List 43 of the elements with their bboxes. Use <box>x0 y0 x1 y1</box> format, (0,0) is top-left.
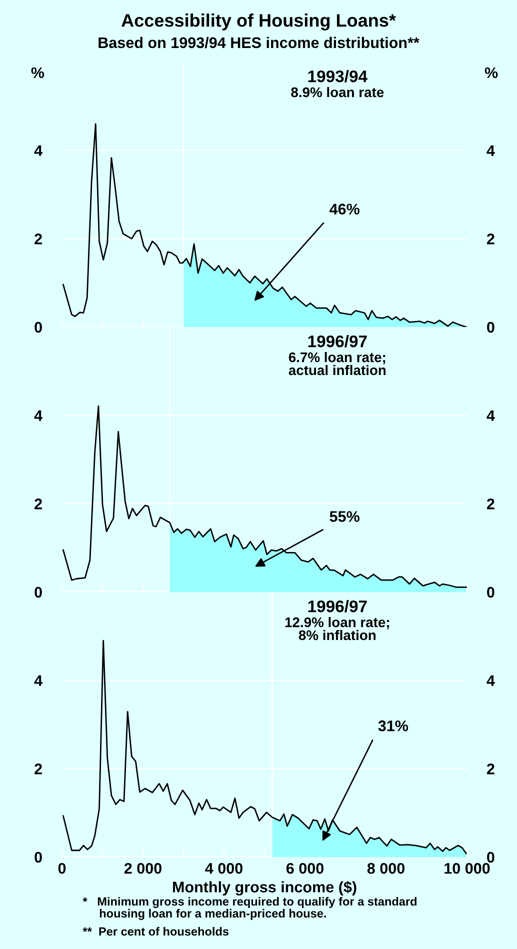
y-tick-label: 2 <box>34 234 42 244</box>
y-tick-label: 0 <box>34 586 42 598</box>
annotation: 46% <box>330 204 360 214</box>
y-axis-title: % <box>31 67 44 78</box>
y2-tick-label: 2 <box>486 764 494 774</box>
y-tick-label: 2 <box>34 498 42 510</box>
text: 8.9% loan rate <box>291 87 384 98</box>
y-tick-label: 0 <box>34 322 42 333</box>
x-tick-label: 4 000 <box>205 862 242 874</box>
line-series <box>62 405 467 588</box>
line-series <box>62 640 467 854</box>
text: Accessibility of Housing Loans* <box>122 14 396 30</box>
x-tick-label: 10 000 <box>444 862 490 874</box>
chart-title: 1993/94 <box>308 70 368 82</box>
y2-tick-label: 0 <box>487 322 494 333</box>
text: 6.7% loan rate; actual inflation <box>288 352 386 376</box>
y-tick-label: 4 <box>34 145 42 156</box>
y-tick-label: 4 <box>34 410 42 421</box>
y2-tick-label: 4 <box>486 410 495 421</box>
text: 12.9% loan rate; 8% inflation <box>285 617 389 640</box>
text: Based on 1993/94 HES income distribution** <box>98 36 420 48</box>
x-axis-title: Monthly gross income ($) <box>173 880 356 896</box>
y2-tick-label: 4 <box>486 145 495 156</box>
line-series <box>62 123 467 327</box>
y2-tick-label: 2 <box>486 234 494 244</box>
y2-tick-label: 0 <box>487 852 494 863</box>
x-tick-label: 0 <box>58 862 66 874</box>
y-tick-label: 0 <box>34 852 42 863</box>
y-tick-label: 4 <box>34 675 42 686</box>
x-tick-label: 8 000 <box>367 862 404 874</box>
annotation: 31% <box>378 720 408 732</box>
y-tick-label: 2 <box>34 764 42 774</box>
x-tick-label: 6 000 <box>286 862 324 874</box>
y2-tick-label: 2 <box>486 498 494 510</box>
x-tick-label: 2 000 <box>124 862 162 874</box>
y2-tick-label: 0 <box>487 586 494 598</box>
text: ** Per cent of households <box>82 927 229 936</box>
y2-axis-title: % <box>484 67 498 78</box>
chart-title: 1996/97 <box>308 335 367 348</box>
text: * Minimum gross income required to qualify for a standard housing loan for a median-priced house. <box>82 897 416 920</box>
chart-title: 1996/97 <box>308 600 367 612</box>
annotation: 55% <box>330 511 360 522</box>
y2-tick-label: 4 <box>486 675 495 686</box>
